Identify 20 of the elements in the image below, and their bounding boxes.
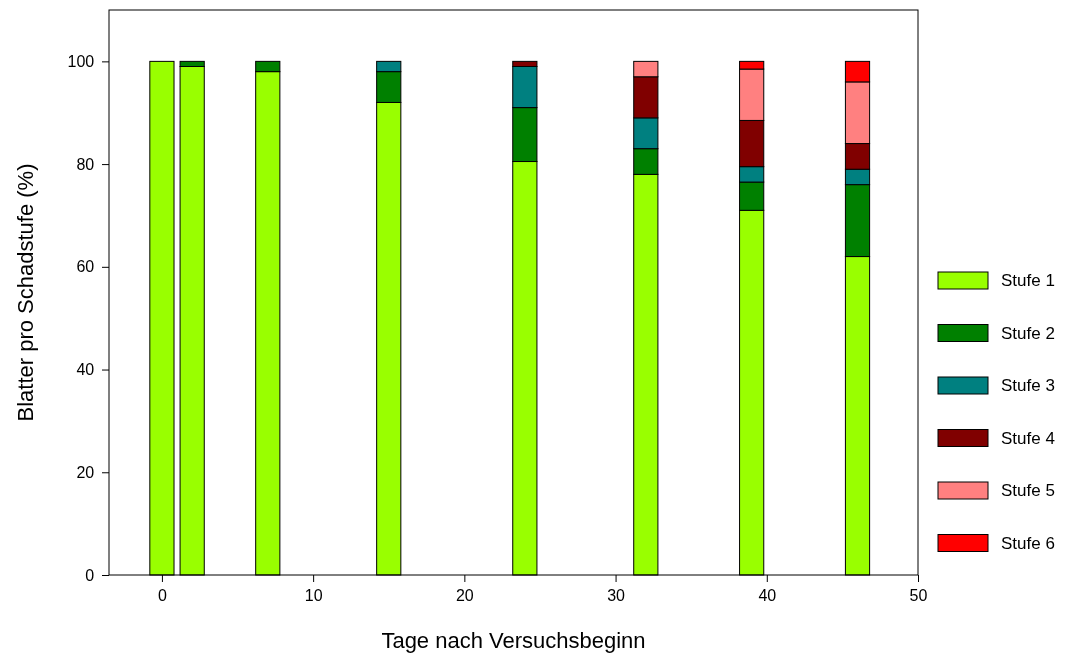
y-tick-label: 40 [76,361,95,379]
x-tick-label: 10 [304,587,323,604]
x-tick-label: 30 [607,587,626,604]
x-tick-label: 50 [909,587,928,604]
y-tick-label: 80 [76,155,95,173]
legend-label: Stufe 4 [1001,428,1055,448]
legend-label: Stufe 1 [1001,271,1055,290]
y-tick-label: 20 [76,463,95,481]
legend-label: Stufe 5 [1001,481,1055,500]
x-axis-title: Tage nach Versuchsbeginn [381,628,646,653]
y-axis-title: Blatter pro Schadstufe (%) [13,163,38,422]
x-tick-label: 40 [758,587,777,604]
x-tick-label: 20 [455,587,474,604]
y-tick-label: 0 [85,566,95,584]
legend-label: Stufe 3 [1001,376,1055,395]
x-tick-label: 0 [157,587,167,604]
legend-label: Stufe 2 [1001,323,1055,343]
y-tick-label: 100 [67,52,95,70]
y-tick-label: 60 [76,258,95,276]
legend-label: Stufe 6 [1001,533,1055,553]
